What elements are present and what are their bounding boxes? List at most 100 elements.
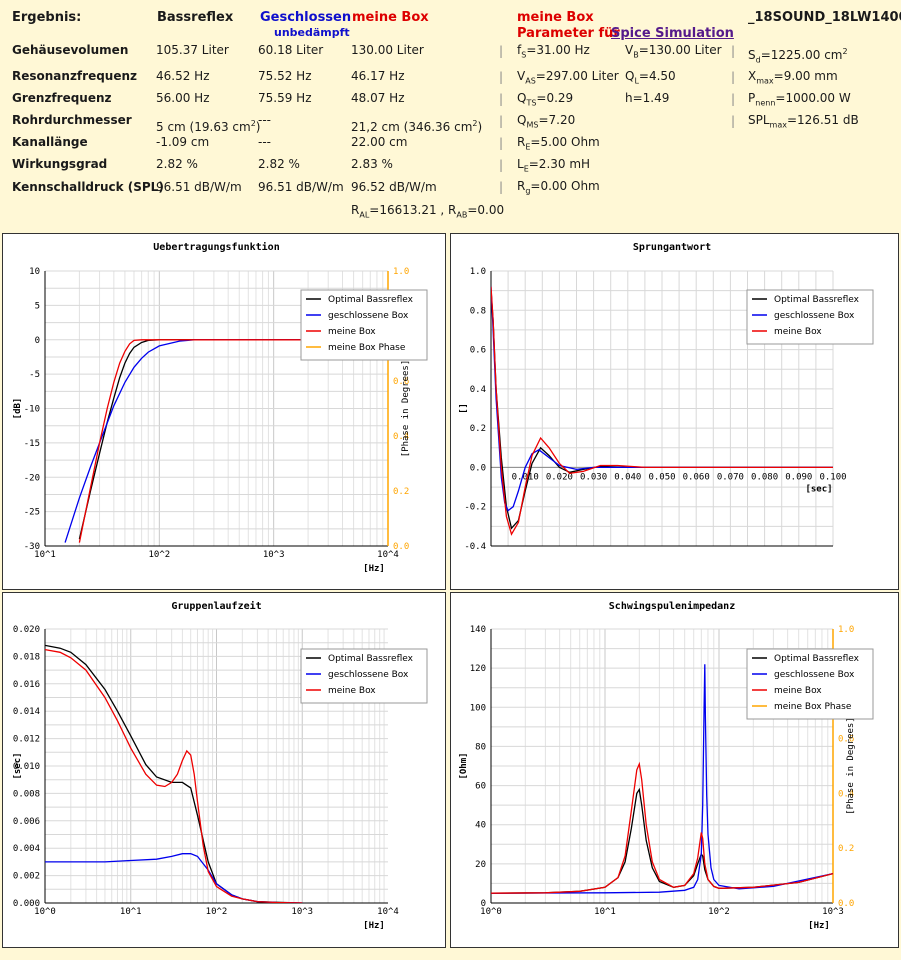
legend: Optimal Bassreflex geschlossene Box meine …: [300, 289, 428, 361]
bass-value: 96.51 dB/W/m: [156, 180, 242, 194]
series-line-blue: [491, 286, 833, 512]
y2-tick-label: 0.2: [393, 487, 409, 497]
x-tick-label: 10^2: [148, 550, 170, 560]
y2-tick-label: 0.0: [393, 542, 409, 552]
closed-value: ---: [258, 135, 271, 149]
legend: Optimal Bassreflex geschlossene Box meine …: [746, 648, 874, 720]
x-tick-label: 0.010: [512, 472, 539, 482]
y-tick-label: 0.012: [13, 735, 40, 745]
chart-title: Gruppenlaufzeit: [171, 600, 261, 612]
chart-schwingspulenimpedanz: Schwingspulenimpedanz 140 120 100 80 60 40 20 0 1…: [450, 592, 899, 948]
spice-simulation-link[interactable]: Spice Simulation: [611, 26, 734, 41]
x-axis-label: [sec]: [805, 484, 832, 494]
legend-box: [300, 289, 428, 361]
spice-h: h=1.49: [625, 91, 670, 105]
y-tick-label: 40: [475, 821, 486, 831]
y-tick-label: -15: [24, 439, 40, 449]
spice-re: RE=5.00 Ohm: [517, 135, 600, 152]
y2-tick-label: 1.0: [393, 267, 409, 277]
ral-rab-value: RAL=16613.21 , RAB=0.00: [351, 203, 505, 220]
bass-value: 2.82 %: [156, 157, 198, 171]
spice-vas: VAS=297.00 Liter: [517, 69, 619, 86]
y2-tick-label: 0.6: [838, 735, 854, 745]
y-tick-label: 60: [475, 782, 486, 792]
legend-entry: meine Box Phase: [328, 343, 406, 353]
mybox-value: 130.00 Liter: [351, 43, 424, 57]
y-tick-label: 0.002: [13, 872, 40, 882]
legend-entry: geschlossene Box: [328, 311, 409, 321]
legend-box: [746, 648, 874, 720]
closed-value: ---: [258, 113, 271, 127]
y-tick-label: -20: [24, 473, 40, 483]
bass-value: 56.00 Hz: [156, 91, 210, 105]
x-tick-label: 0.040: [614, 472, 641, 482]
y-tick-label: 140: [470, 625, 486, 635]
x-tick-label: 10^2: [708, 907, 730, 917]
chart-uebertragungsfunktion: Uebertragungsfunktion 10 5 0 -5 -10 -15 -20 -25 -…: [2, 233, 446, 590]
spice-le: LE=2.30 mH: [517, 157, 591, 174]
bass-value: 105.37 Liter: [156, 43, 229, 57]
chart-sprungantwort: Sprungantwort 1.0 0.8 0.6 0.4 0.2 0.0 -0.2 -0.4 0…: [450, 233, 899, 590]
mybox-value: 2.83 %: [351, 157, 393, 171]
spice-rg: Rg=0.00 Ohm: [517, 179, 600, 196]
legend-entry: Optimal Bassreflex: [774, 295, 860, 305]
row-label: Kennschalldruck (SPL): [12, 180, 164, 194]
column-meine-box: meine Box: [352, 10, 429, 25]
legend: Optimal Bassreflex geschlossene Box meine …: [300, 648, 428, 704]
bass-value: -1.09 cm: [156, 135, 210, 149]
spice-pnenn: Pnenn=1000.00 W: [748, 91, 851, 108]
y-tick-label: 0.016: [13, 680, 40, 690]
spice-title: meine Box: [517, 10, 594, 25]
bass-tube-diameter: 5 cm (19.63 cm2): [156, 119, 261, 134]
y-tick-label: 0.6: [470, 346, 486, 356]
mybox-tube-diameter: 21,2 cm (346.36 cm2): [351, 119, 483, 134]
y-axis-label: [Ohm]: [459, 752, 469, 779]
y-tick-label: -25: [24, 508, 40, 518]
series-line-blue: [45, 853, 303, 903]
spice-subtitle: Parameter für: [517, 26, 620, 41]
y-tick-label: 0: [35, 336, 40, 346]
x-axis-label: [Hz]: [363, 921, 385, 931]
y-tick-label: 0.4: [470, 385, 486, 395]
y-tick-label: -0.2: [464, 503, 486, 513]
y-tick-label: 0.000: [13, 899, 40, 909]
row-label: Rohrdurchmesser: [12, 113, 132, 127]
spice-sd: Sd=1225.00 cm2: [748, 47, 848, 65]
y-tick-label: -5: [29, 370, 40, 380]
spice-ql: QL=4.50: [625, 69, 676, 86]
legend-box: [746, 289, 874, 345]
x-axis-label: [Hz]: [363, 564, 385, 574]
legend-entry: meine Box: [774, 327, 822, 337]
y-axis-label: [sec]: [13, 752, 23, 779]
y2-tick-label: 0.4: [838, 789, 854, 799]
x-tick-label: 0.100: [819, 472, 846, 482]
y-tick-label: 0.0: [470, 463, 486, 473]
y-tick-label: -30: [24, 542, 40, 552]
spice-qms: QMS=7.20: [517, 113, 576, 130]
legend-entry: meine Box: [328, 327, 376, 337]
y2-tick-label: 0.0: [838, 899, 854, 909]
x-tick-label: 0.020: [546, 472, 573, 482]
x-tick-label: 0.060: [683, 472, 710, 482]
bass-value: 46.52 Hz: [156, 69, 210, 83]
chart-title: Uebertragungsfunktion: [153, 241, 279, 253]
spice-fs: fS=31.00 Hz: [517, 43, 590, 60]
x-axis-label: [Hz]: [808, 921, 830, 931]
mybox-value: 48.07 Hz: [351, 91, 405, 105]
y-tick-label: 0: [481, 899, 486, 909]
y-tick-label: 0.004: [13, 844, 40, 854]
closed-value: 96.51 dB/W/m: [258, 180, 344, 194]
y-tick-label: 0.8: [470, 306, 486, 316]
spice-splmax: SPLmax=126.51 dB: [748, 113, 859, 130]
y2-axis-label: [Phase in Degrees]: [846, 717, 856, 815]
y2-tick-label: 0.2: [838, 844, 854, 854]
y-tick-label: 120: [470, 664, 486, 674]
chart-title: Sprungantwort: [633, 242, 711, 253]
x-tick-label: 0.050: [648, 472, 675, 482]
closed-value: 75.59 Hz: [258, 91, 312, 105]
y-axis-label: []: [459, 403, 469, 414]
x-tick-label: 10^0: [34, 907, 56, 917]
y-tick-label: -0.4: [464, 542, 486, 552]
spice-qts: QTS=0.29: [517, 91, 574, 108]
y-tick-label: -10: [24, 405, 40, 415]
